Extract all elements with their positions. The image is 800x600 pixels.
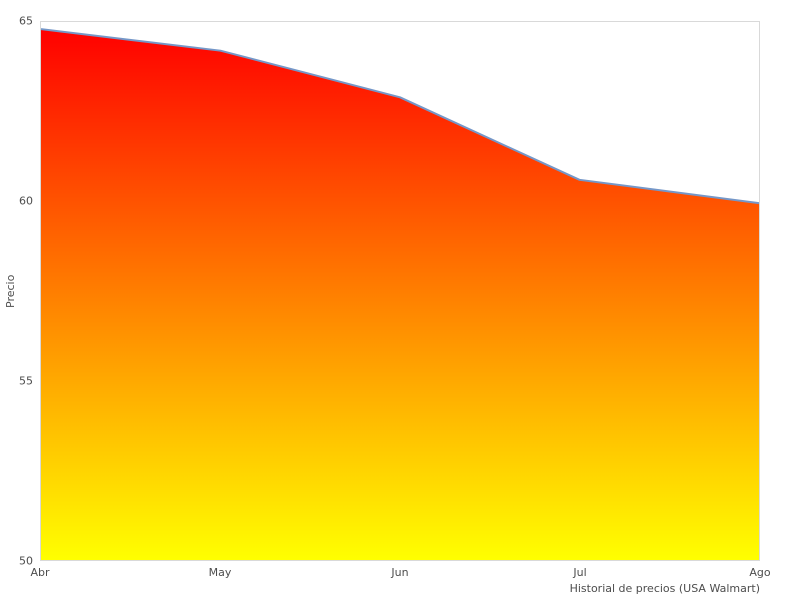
area-chart-svg — [41, 28, 759, 560]
x-tick-label: May — [208, 566, 232, 579]
x-tick-label: Abr — [30, 566, 50, 579]
x-axis-caption: Historial de precios (USA Walmart) — [569, 582, 760, 595]
y-tick-label: 65 — [19, 14, 33, 28]
area-fill — [41, 29, 759, 560]
x-tick-label: Jun — [391, 566, 409, 579]
x-tick-label: Ago — [749, 566, 771, 579]
plot-area — [40, 21, 760, 561]
y-tick-label: 60 — [19, 194, 33, 208]
y-axis-label: Precio — [4, 274, 17, 308]
price-line — [41, 28, 759, 205]
x-tick-label: Jul — [573, 566, 587, 579]
y-tick-label: 50 — [19, 554, 33, 568]
y-tick-label: 55 — [19, 374, 33, 388]
